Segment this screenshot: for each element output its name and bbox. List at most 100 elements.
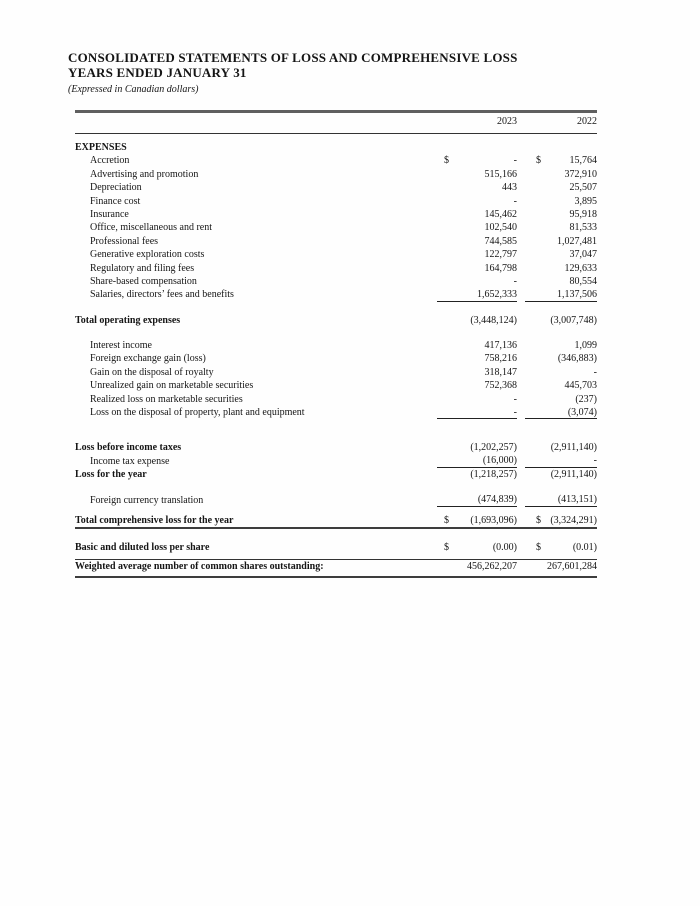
- column-header-2023: 2023: [497, 116, 517, 127]
- row-label: Basic and diluted loss per share: [75, 542, 210, 554]
- dollar-sign: $: [444, 514, 449, 526]
- value-cell-2023: 515,166: [437, 168, 518, 181]
- value-cell-2022: 1,027,481: [525, 235, 597, 248]
- table-row: Depreciation 443 25,507: [75, 181, 597, 194]
- value-cell-2022: (346,883): [525, 352, 597, 365]
- document-subtitle: (Expressed in Canadian dollars): [68, 84, 199, 95]
- table-row: Foreign exchange gain (loss) 758,216 (346,…: [75, 352, 597, 365]
- value-2023: -: [513, 393, 517, 405]
- value-2023: 744,585: [484, 235, 518, 247]
- value-cell-2023: 1,652,333: [437, 288, 517, 302]
- value-cell-2023: 456,262,207: [437, 560, 517, 573]
- table-top-rule: [75, 110, 597, 113]
- value-cell-2022: 1,099: [525, 339, 598, 352]
- value-2023: (3,448,124): [470, 314, 517, 326]
- value-2023: 417,136: [484, 340, 518, 352]
- table-spacer: [75, 529, 597, 541]
- value-cell-2022: 37,047: [525, 248, 598, 261]
- row-label: Total comprehensive loss for the year: [75, 514, 234, 526]
- value-cell-2023: -: [437, 406, 517, 420]
- row-label: Accretion: [90, 155, 130, 167]
- value-cell-2023: 102,540: [437, 221, 518, 234]
- table-row: Finance cost - 3,895: [75, 195, 597, 208]
- table-row: Professional fees 744,585 1,027,481: [75, 235, 597, 248]
- value-cell-2023: (16,000): [437, 455, 517, 469]
- table-spacer: [75, 302, 597, 314]
- row-label: Gain on the disposal of royalty: [90, 366, 214, 378]
- value-cell-2023: $ (0.00): [437, 541, 517, 554]
- value-cell-2022: -: [525, 455, 597, 469]
- table-row: Total comprehensive loss for the year $ (1…: [75, 514, 597, 527]
- row-label: Insurance: [90, 208, 129, 220]
- row-label: Office, miscellaneous and rent: [90, 222, 212, 234]
- row-label: Total operating expenses: [75, 314, 181, 326]
- table-row: Generative exploration costs 122,797 37,04…: [75, 248, 597, 261]
- value-2022: -: [593, 366, 597, 378]
- value-cell-2022: (2,911,140): [525, 468, 597, 481]
- value-2023: (0.00): [492, 542, 517, 554]
- value-cell-2022: 81,533: [525, 221, 598, 234]
- value-2022: 80,554: [569, 275, 598, 287]
- table-row: Gain on the disposal of royalty 318,147 -: [75, 366, 597, 379]
- value-cell-2022: (3,074): [525, 406, 597, 420]
- value-2022: 95,918: [569, 208, 598, 220]
- table-row: Advertising and promotion 515,166 372,910: [75, 168, 597, 181]
- row-label: Foreign currency translation: [90, 494, 204, 506]
- table-row: Income tax expense (16,000) -: [75, 455, 597, 469]
- value-2023: 102,540: [484, 222, 518, 234]
- value-cell-2022: 1,137,506: [525, 288, 597, 302]
- value-2022: 129,633: [564, 262, 598, 274]
- table-row: Salaries, directors’ fees and benefits 1,…: [75, 288, 597, 302]
- value-cell-2022: (413,151): [525, 494, 597, 507]
- dollar-sign: $: [536, 155, 541, 167]
- table-body: EXPENSES Accretion $ - $15,764 Advertising an…: [75, 134, 598, 579]
- value-2022: 267,601,284: [547, 560, 597, 572]
- value-2022: 1,027,481: [557, 235, 597, 247]
- row-label: Depreciation: [90, 182, 142, 194]
- table-spacer: [75, 327, 597, 339]
- value-2023: (1,693,096): [470, 514, 517, 526]
- dollar-sign: $: [536, 514, 541, 526]
- value-2022: 1,099: [574, 340, 598, 352]
- value-2023: -: [513, 155, 517, 167]
- value-cell-2022: $ (3,324,291): [525, 514, 597, 527]
- column-header-2023-cell: 2023: [437, 113, 517, 130]
- value-2022: (346,883): [557, 353, 597, 365]
- table-spacer: [75, 507, 597, 514]
- value-2022: 1,137,506: [557, 288, 597, 300]
- value-2022: 15,764: [569, 155, 598, 167]
- column-header-underline-rule: [75, 133, 597, 134]
- value-cell-2022: 80,554: [525, 275, 598, 288]
- value-2022: (3,007,748): [550, 314, 597, 326]
- value-cell-2022: 3,895: [525, 195, 598, 208]
- table-rule: [75, 576, 597, 579]
- row-label: Generative exploration costs: [90, 249, 205, 261]
- value-2023: (1,202,257): [470, 442, 517, 454]
- value-cell-2023: -: [437, 393, 517, 406]
- row-label: Loss before income taxes: [75, 442, 182, 454]
- table-row: Share-based compensation - 80,554: [75, 275, 597, 288]
- value-cell-2022: (237): [525, 393, 597, 406]
- row-label: Salaries, directors’ fees and benefits: [90, 289, 234, 301]
- value-cell-2023: 758,216: [437, 352, 518, 365]
- dollar-sign: $: [536, 542, 541, 554]
- value-cell-2022: -: [525, 366, 597, 379]
- value-2022: 445,703: [564, 380, 598, 392]
- value-2022: 25,507: [569, 182, 598, 194]
- document-title-line1: CONSOLIDATED STATEMENTS OF LOSS AND COMP…: [68, 50, 518, 65]
- table-rule: [75, 527, 597, 530]
- value-2022: 372,910: [564, 168, 598, 180]
- table-rule: [75, 558, 597, 560]
- value-2022: (0.01): [572, 542, 597, 554]
- column-header-2022-cell: 2022: [525, 113, 597, 130]
- row-label: Loss for the year: [75, 469, 147, 481]
- value-cell-2023: 145,462: [437, 208, 518, 221]
- row-label: Loss on the disposal of property, plant …: [90, 407, 305, 419]
- row-label: Income tax expense: [90, 455, 170, 467]
- row-label: Realized loss on marketable securities: [90, 393, 243, 405]
- value-2022: 3,895: [574, 195, 598, 207]
- value-cell-2022: 129,633: [525, 262, 598, 275]
- table-row: Loss before income taxes (1,202,257) (2,91…: [75, 441, 597, 454]
- row-label: Share-based compensation: [90, 275, 197, 287]
- column-header-2022: 2022: [577, 116, 597, 127]
